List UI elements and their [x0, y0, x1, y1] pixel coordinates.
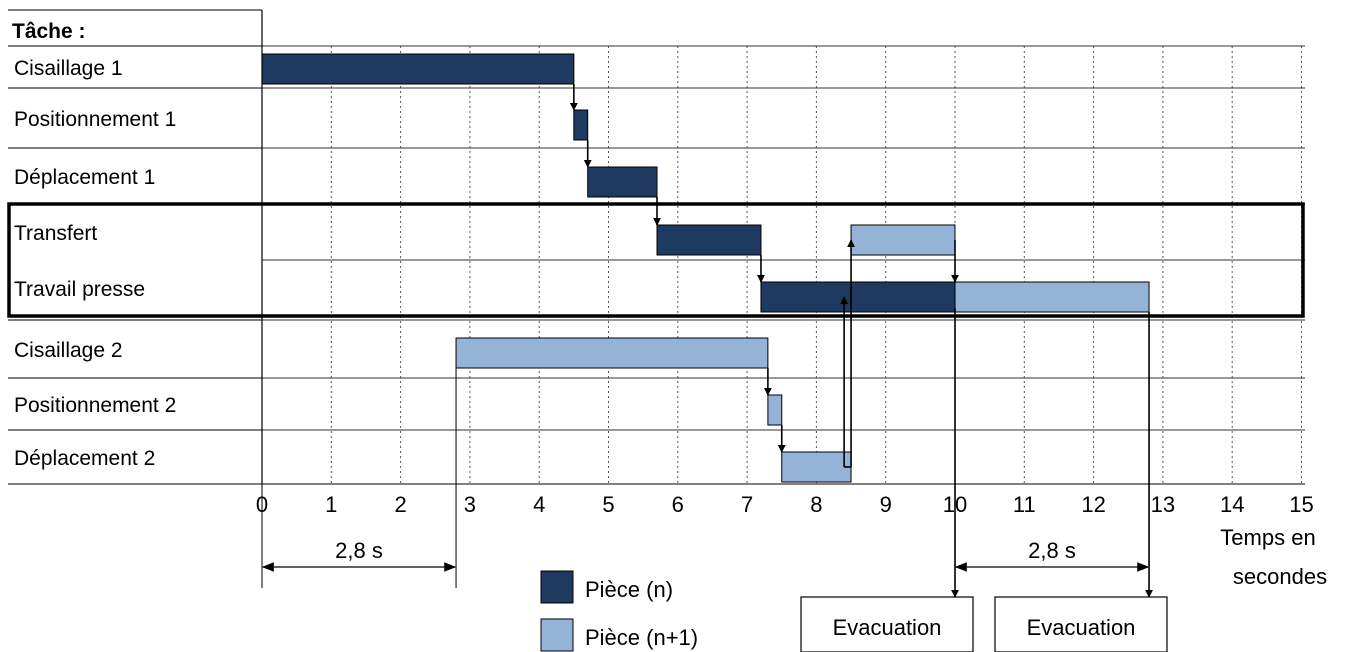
task-label: Déplacement 2	[14, 447, 155, 470]
legend-label: Pièce (n)	[585, 577, 673, 602]
tick-label: 9	[880, 492, 892, 517]
x-axis-label: Temps en	[1220, 525, 1315, 550]
task-label: Déplacement 1	[14, 166, 155, 189]
tick-label: 15	[1289, 492, 1313, 517]
legend-swatch-n1	[540, 618, 574, 652]
legend-swatch-n	[540, 570, 574, 604]
bar-n1	[954, 281, 1150, 313]
tick-label: 11	[1013, 492, 1036, 517]
legend-label: Pièce (n+1)	[585, 625, 698, 650]
interval-right-label: 2,8 s	[1028, 538, 1076, 563]
tick-label: 12	[1081, 492, 1105, 517]
tick-label: 10	[943, 492, 967, 517]
frame	[7, 9, 1305, 588]
task-label: Positionnement 1	[14, 108, 176, 131]
tick-label: 8	[810, 492, 822, 517]
table-header: Tâche :	[12, 20, 86, 43]
bar-n	[587, 166, 658, 198]
tick-label: 2	[394, 492, 406, 517]
bar-n1	[781, 451, 852, 483]
task-label: Transfert	[14, 222, 97, 245]
bar-n	[656, 224, 762, 256]
x-axis-label: secondes	[1233, 564, 1327, 589]
evacuation-label: Evacuation	[833, 615, 942, 640]
evacuation-box	[994, 596, 1168, 652]
highlight-frame	[7, 202, 1305, 318]
tick-label: 3	[464, 492, 476, 517]
bar-n1	[767, 394, 783, 426]
grid	[262, 45, 1305, 484]
bar-n	[261, 53, 575, 85]
interval-left-label: 2,8 s	[335, 538, 383, 563]
bar-n	[573, 109, 589, 141]
bar-n1	[850, 224, 956, 256]
task-label: Travail presse	[14, 278, 145, 301]
tick-label: 0	[256, 492, 268, 517]
evacuation-label: Evacuation	[1027, 615, 1136, 640]
arrows	[261, 84, 1154, 598]
evacuation-box	[800, 596, 974, 652]
tick-label: 4	[533, 492, 545, 517]
bars	[261, 53, 1150, 483]
tick-label: 6	[672, 492, 684, 517]
bar-n	[760, 281, 956, 313]
tick-label: 13	[1151, 492, 1175, 517]
tick-label: 5	[602, 492, 614, 517]
task-label: Cisaillage 2	[14, 339, 123, 362]
tick-label: 14	[1220, 492, 1244, 517]
bar-n1	[455, 337, 769, 369]
task-label: Positionnement 2	[14, 394, 176, 417]
tick-label: 1	[325, 492, 337, 517]
task-label: Cisaillage 1	[14, 57, 123, 80]
labels: Tâche : Cisaillage 1 Positionnement 1 Dépla…	[12, 20, 1327, 652]
tick-label: 7	[741, 492, 753, 517]
